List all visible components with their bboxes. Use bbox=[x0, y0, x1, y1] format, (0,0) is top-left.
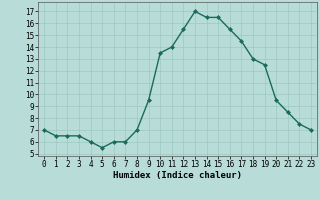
X-axis label: Humidex (Indice chaleur): Humidex (Indice chaleur) bbox=[113, 171, 242, 180]
